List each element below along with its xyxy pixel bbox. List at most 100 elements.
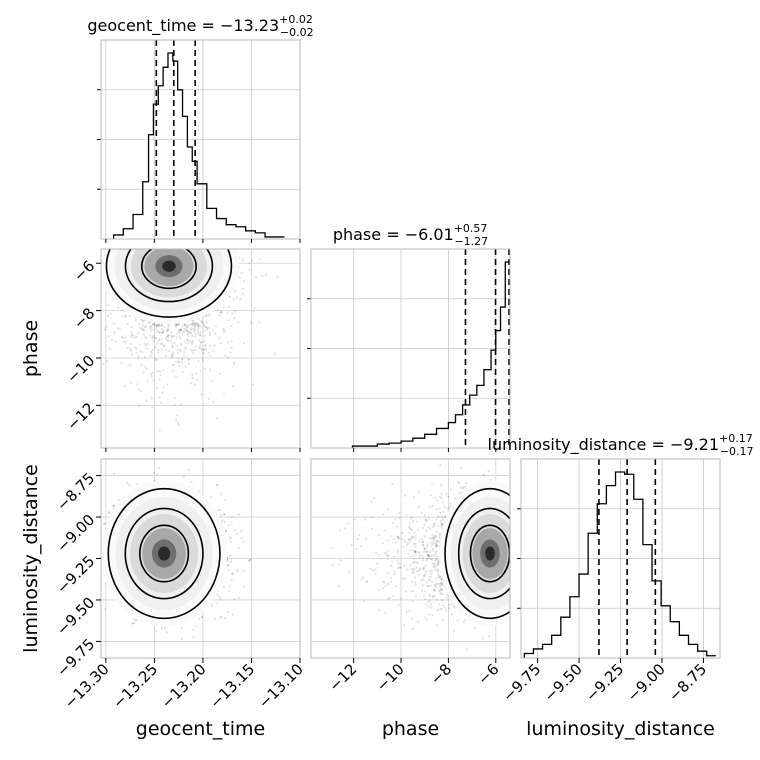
sample-point [199,325,202,328]
sample-point [156,323,159,326]
sample-point [403,494,406,497]
sample-point [187,324,190,327]
sample-point [227,568,230,571]
sample-point [206,326,209,330]
sample-point [154,337,157,340]
sample-point [137,354,140,357]
sample-point [166,335,169,338]
sample-point [440,581,443,584]
sample-point [131,622,134,625]
sample-point [176,414,179,417]
sample-point [437,561,440,564]
sample-point [185,329,188,332]
sample-point [150,375,153,378]
sample-point [98,573,100,575]
sample-point [147,321,150,324]
sample-point [179,328,182,331]
sample-point [197,325,201,328]
contour-line [140,249,197,290]
sample-point [196,323,199,326]
sample-point [161,331,164,334]
sample-point [136,483,139,486]
sample-point [204,348,207,351]
sample-point [154,346,157,349]
sample-point [123,315,126,318]
sample-point [96,579,98,581]
sample-point [184,324,187,327]
sample-point [117,306,120,309]
sample-point [224,530,227,533]
sample-point [160,401,163,404]
sample-point [108,511,111,514]
sample-point [240,272,243,275]
sample-point [190,382,193,385]
sample-point [430,569,433,573]
sample-point [158,429,161,432]
sample-point [165,631,168,634]
sample-point [408,527,411,530]
sample-point [96,527,98,529]
sample-point [197,490,201,493]
panel-content [87,249,279,432]
sample-point [170,331,173,334]
sample-point [87,299,89,301]
sample-point [220,493,223,496]
sample-point [171,353,175,357]
sample-point [110,338,113,341]
sample-point [152,471,156,474]
sample-point [439,464,442,467]
sample-point [250,321,253,324]
sample-point [432,594,435,597]
sample-point [230,521,233,524]
sample-point [249,558,252,562]
sample-point [103,522,106,525]
contour-line [124,249,214,303]
sample-point [141,327,144,330]
sample-point [232,363,235,366]
sample-point [135,347,138,350]
sample-point [201,616,204,619]
sample-point [473,627,476,630]
sample-point [274,352,277,355]
sample-point [103,522,106,525]
sample-point [237,320,240,324]
sample-point [193,322,196,325]
sample-point [158,338,161,341]
sample-point [151,336,154,339]
sample-point [183,323,186,326]
sample-point [252,383,255,386]
sample-point [149,325,152,329]
sample-point [107,314,110,318]
sample-point [242,259,245,262]
sample-point [167,328,170,331]
sample-point [163,325,166,328]
sample-point [209,432,211,434]
sample-point [247,559,251,563]
sample-point [130,333,133,336]
sample-point [210,495,213,499]
sample-point [198,346,201,350]
sample-point [142,329,146,332]
sample-point [152,379,155,382]
sample-point [431,525,434,528]
sample-point [231,613,234,616]
sample-point [191,342,194,345]
sample-point [258,321,261,324]
sample-point [174,341,177,344]
sample-point [229,351,232,354]
sample-point [220,311,223,314]
sample-point [231,312,234,315]
sample-point [171,346,174,349]
sample-point [144,335,147,338]
sample-point [114,340,117,343]
sample-point [205,326,208,329]
sample-point [189,332,192,335]
sample-point [188,340,191,343]
sample-point [152,340,155,343]
sample-point [146,379,149,382]
sample-point [222,585,225,589]
density-level [162,260,176,272]
sample-point [175,323,178,327]
sample-point [216,308,219,311]
sample-point [174,418,178,421]
